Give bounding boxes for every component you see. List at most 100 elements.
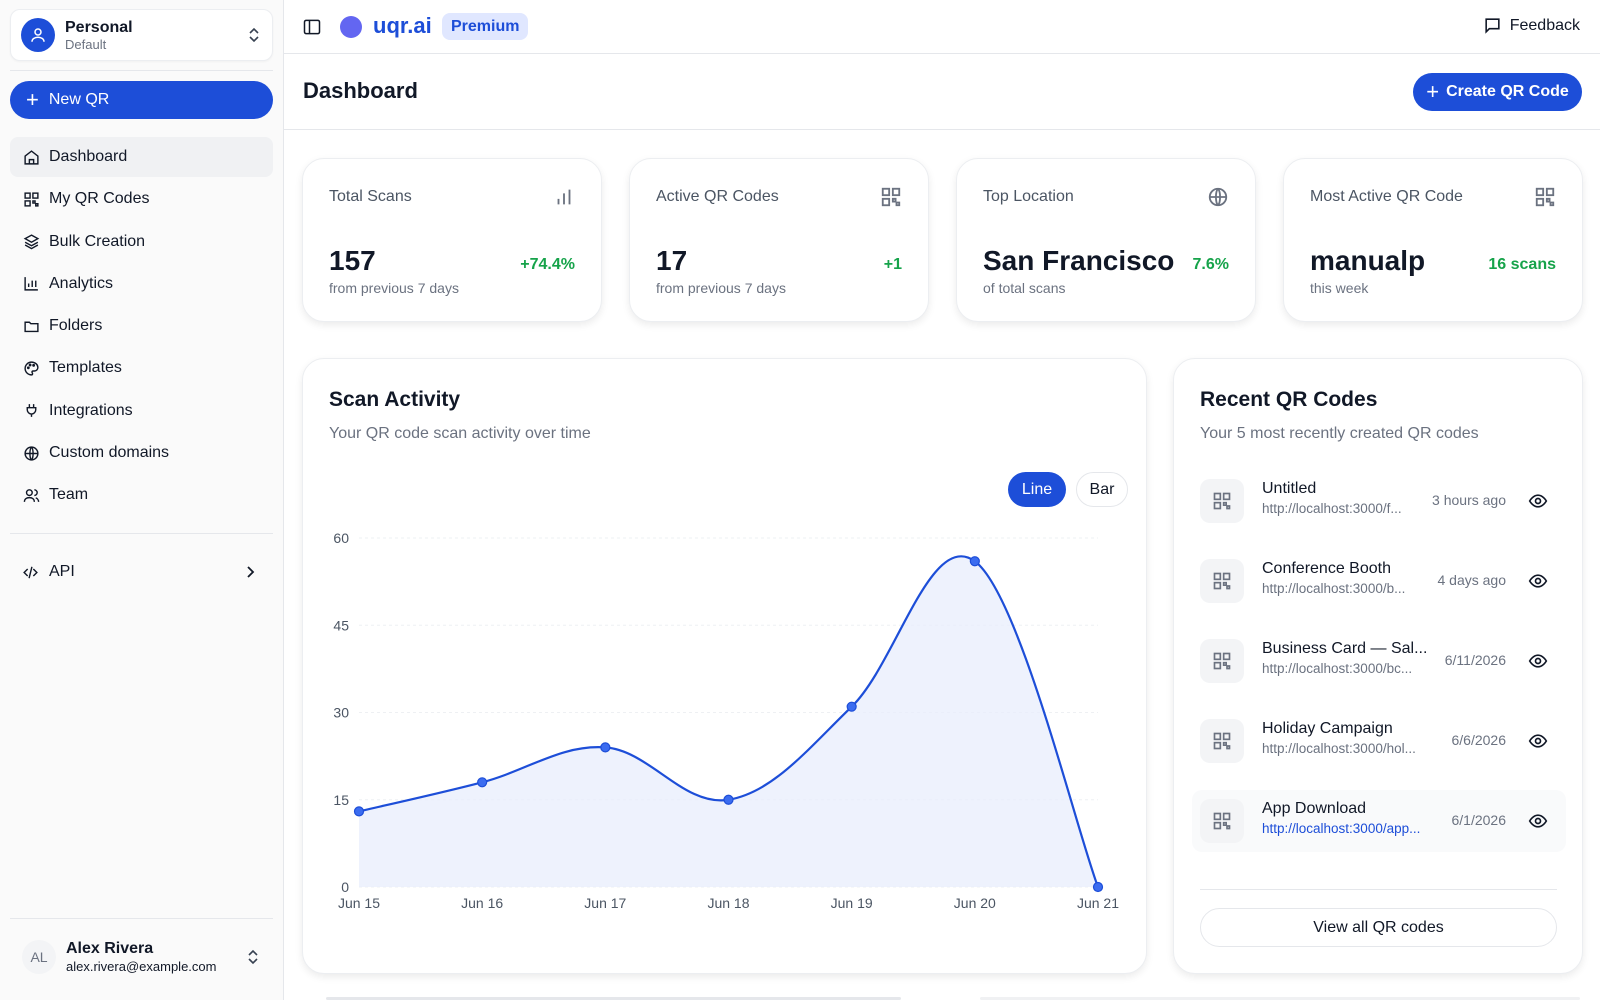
stat-change: 16 scans <box>1488 256 1556 273</box>
x-tick-label: Jun 19 <box>831 895 873 911</box>
sidebar-item-api[interactable]: API <box>10 552 273 592</box>
sidebar-item-dashboard[interactable]: Dashboard <box>10 137 273 177</box>
top-bar: uqr.ai Premium Feedback <box>284 0 1600 54</box>
sidebar-item-folders[interactable]: Folders <box>10 306 273 346</box>
y-tick-label: 30 <box>333 705 349 721</box>
x-tick-label: Jun 18 <box>707 895 749 911</box>
qr-url: http://localhost:3000/b... <box>1262 581 1406 596</box>
data-point <box>969 556 980 567</box>
eye-icon[interactable] <box>1528 571 1548 591</box>
y-tick-label: 60 <box>333 530 349 546</box>
user-menu[interactable]: AL Alex Rivera alex.rivera@example.com <box>10 930 273 984</box>
workspace-name: Personal <box>65 18 133 36</box>
qr-time: 6/6/2026 <box>1451 732 1507 748</box>
sidebar-item-label: Folders <box>49 317 103 335</box>
sidebar-item-label: Integrations <box>49 401 133 419</box>
next-section-edge <box>326 997 901 1000</box>
eye-icon[interactable] <box>1528 731 1548 751</box>
chevrons-updown-icon <box>246 25 262 45</box>
sidebar-toggle-icon[interactable] <box>302 17 322 37</box>
stat-value: San Francisco <box>983 245 1175 276</box>
qr-url: http://localhost:3000/bc... <box>1262 661 1413 676</box>
view-all-qr-codes-button[interactable]: View all QR codes <box>1200 908 1557 947</box>
sidebar-item-integrations[interactable]: Integrations <box>10 391 273 431</box>
plus-icon: + <box>1426 79 1440 104</box>
y-tick-label: 15 <box>333 792 349 808</box>
list-item[interactable]: Holiday Campaign http://localhost:3000/h… <box>1192 710 1566 772</box>
sidebar-item-custom-domains[interactable]: Custom domains <box>10 433 273 473</box>
stat-sub: this week <box>1310 280 1369 296</box>
feedback-label: Feedback <box>1509 16 1580 34</box>
sidebar-item-label: API <box>49 563 75 580</box>
list-item[interactable]: Untitled http://localhost:3000/f... 3 ho… <box>1192 470 1566 532</box>
stat-card-active-qr-codes: Active QR Codes 17 from previous 7 days … <box>629 158 929 322</box>
create-qr-code-label: Create QR Code <box>1446 83 1569 100</box>
list-item[interactable]: App Download http://localhost:3000/app..… <box>1192 790 1566 852</box>
data-point <box>600 742 611 753</box>
sidebar-divider <box>10 70 273 71</box>
qr-name: Conference Booth <box>1262 560 1391 577</box>
qr-name: Untitled <box>1262 480 1317 497</box>
plus-icon: + <box>26 87 39 112</box>
feedback-button[interactable]: Feedback <box>1483 16 1580 35</box>
card-description: Your 5 most recently created QR codes <box>1200 425 1479 442</box>
qr-url-link[interactable]: http://localhost:3000/app... <box>1262 821 1421 836</box>
x-tick-label: Jun 17 <box>584 895 626 911</box>
data-point <box>477 777 488 788</box>
data-point <box>723 794 734 805</box>
list-item[interactable]: Conference Booth http://localhost:3000/b… <box>1192 550 1566 612</box>
home-icon <box>22 148 40 166</box>
user-name: Alex Rivera <box>66 940 154 957</box>
qr-icon <box>1213 652 1231 670</box>
qr-icon <box>1534 186 1556 208</box>
card-description: Your QR code scan activity over time <box>329 425 591 442</box>
sidebar-item-analytics[interactable]: Analytics <box>10 264 273 304</box>
users-icon <box>22 486 40 504</box>
sidebar-item-bulk-creation[interactable]: Bulk Creation <box>10 222 273 262</box>
x-tick-label: Jun 20 <box>954 895 996 911</box>
qr-time: 4 days ago <box>1437 572 1507 588</box>
x-tick-label: Jun 21 <box>1077 895 1119 911</box>
sidebar-item-team[interactable]: Team <box>10 475 273 515</box>
chart-type-bar-button[interactable]: Bar <box>1076 472 1128 507</box>
qr-icon <box>1213 812 1231 830</box>
new-qr-button[interactable]: + New QR <box>10 81 273 119</box>
chevron-right-icon <box>243 564 257 585</box>
palette-icon <box>22 359 40 377</box>
recent-qr-codes-card: Recent QR Codes Your 5 most recently cre… <box>1173 358 1583 974</box>
qr-icon <box>1213 572 1231 590</box>
x-tick-label: Jun 16 <box>461 895 503 911</box>
qr-thumbnail <box>1200 559 1244 603</box>
qr-thumbnail <box>1200 639 1244 683</box>
stat-sub: from previous 7 days <box>329 280 459 296</box>
qr-thumbnail <box>1200 719 1244 763</box>
stat-value: manualp <box>1310 245 1426 276</box>
create-qr-code-button[interactable]: + Create QR Code <box>1413 73 1582 111</box>
eye-icon[interactable] <box>1528 811 1548 831</box>
sidebar-item-label: Analytics <box>49 274 114 292</box>
brand-name[interactable]: uqr.ai <box>373 13 432 38</box>
stat-change: +1 <box>883 256 902 273</box>
workspace-sub: Default <box>65 36 107 52</box>
stat-label: Most Active QR Code <box>1310 188 1463 205</box>
sidebar-item-templates[interactable]: Templates <box>10 348 273 388</box>
plan-badge: Premium <box>442 13 529 40</box>
sidebar-divider <box>10 918 273 919</box>
stat-value: 157 <box>329 245 376 276</box>
qr-name: App Download <box>1262 800 1367 817</box>
qr-name: Holiday Campaign <box>1262 720 1393 737</box>
globe-icon <box>1207 186 1229 208</box>
qr-icon <box>880 186 902 208</box>
sidebar-item-my-qr-codes[interactable]: My QR Codes <box>10 179 273 219</box>
data-point <box>1092 881 1104 893</box>
workspace-switcher[interactable]: Personal Default <box>10 9 273 61</box>
eye-icon[interactable] <box>1528 651 1548 671</box>
chart-type-line-button[interactable]: Line <box>1008 472 1066 507</box>
list-item[interactable]: Business Card — Sal... http://localhost:… <box>1192 630 1566 692</box>
y-tick-label: 45 <box>333 617 349 633</box>
folder-icon <box>22 317 40 335</box>
eye-icon[interactable] <box>1528 491 1548 511</box>
avatar: AL <box>22 940 56 974</box>
qr-time: 6/1/2026 <box>1451 812 1507 828</box>
page-title: Dashboard <box>303 78 418 103</box>
